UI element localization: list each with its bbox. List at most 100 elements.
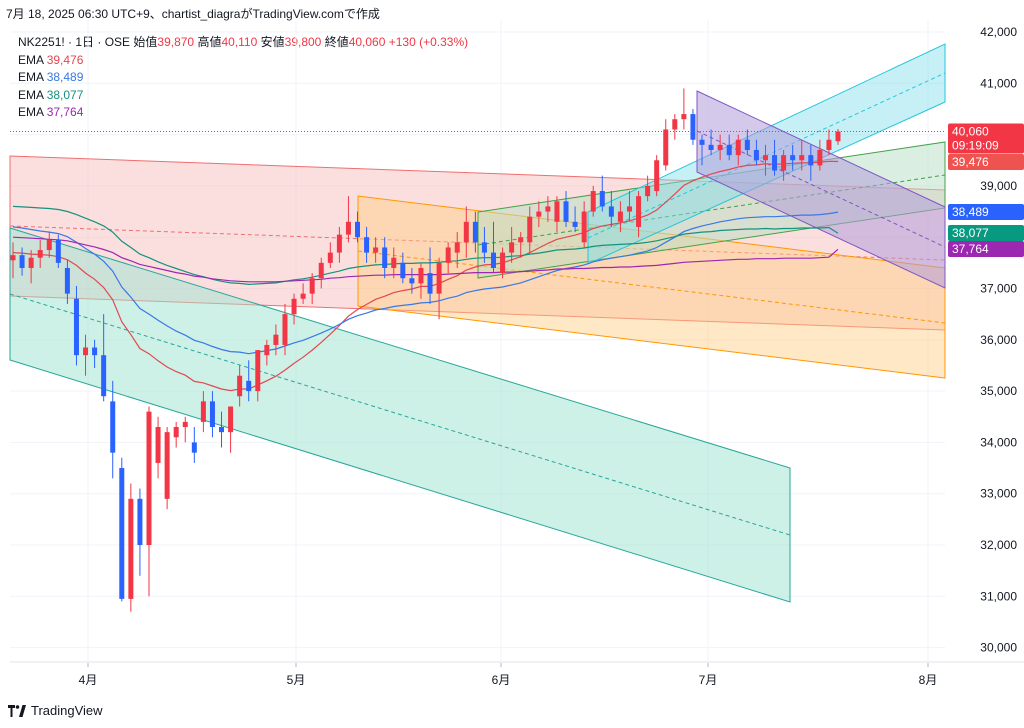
open-label: 始值 <box>133 35 158 49</box>
candle-body <box>772 155 778 171</box>
ema-value: 39,476 <box>46 52 84 67</box>
candle-body <box>73 298 79 356</box>
candle-body <box>536 211 542 217</box>
candle-body <box>744 139 750 150</box>
candle-body <box>490 252 496 268</box>
y-tick-label: 37,000 <box>980 282 1017 296</box>
ema-line <box>12 211 839 355</box>
ema-price-tag <box>948 225 1024 241</box>
ema-row: EMA 39,476 <box>18 52 468 70</box>
candle-body <box>191 442 197 453</box>
candle-body <box>137 498 143 545</box>
candle-body <box>92 347 98 356</box>
candle-body <box>119 468 125 599</box>
candle-body <box>373 247 379 253</box>
candle-body <box>563 201 569 222</box>
purple-channel <box>696 90 946 289</box>
candle-body <box>300 293 306 299</box>
ema-line <box>12 236 839 283</box>
candle-body <box>309 278 315 294</box>
candle-body <box>826 139 832 150</box>
time-axis[interactable]: 4月 5月 6月 7月 8月 <box>10 661 1024 687</box>
candle-body <box>554 201 560 222</box>
tradingview-footer: TradingView <box>8 703 103 718</box>
candle-body <box>237 375 243 397</box>
ema-label: EMA <box>18 87 44 102</box>
candle-body <box>173 427 179 438</box>
candle-body <box>355 221 361 238</box>
ema-line <box>12 160 839 392</box>
candle-body <box>481 242 487 253</box>
candle-body <box>699 139 705 145</box>
candle-body <box>219 427 225 433</box>
x-tick-label: 7月 <box>699 673 718 687</box>
candle-body <box>808 155 814 166</box>
x-tick-label: 6月 <box>492 673 511 687</box>
candle-body <box>391 257 397 268</box>
candle-body <box>318 262 324 279</box>
candle-body <box>345 221 351 235</box>
candle-body <box>790 155 796 161</box>
candle-body <box>735 139 741 156</box>
candle-body <box>708 144 714 150</box>
pink-channel-mid <box>9 225 946 261</box>
candle-body <box>255 350 261 392</box>
low-label: 安値 <box>260 35 285 49</box>
candle-body <box>110 401 116 453</box>
candle-body <box>246 380 252 392</box>
ema-value: 38,077 <box>46 87 84 102</box>
x-tick-label: 5月 <box>287 673 306 687</box>
candle-body <box>83 347 89 356</box>
trend-channels <box>9 43 946 603</box>
ema-price-label: 38,077 <box>952 226 989 240</box>
x-tick-label: 8月 <box>919 673 938 687</box>
y-tick-label: 32,000 <box>980 538 1017 552</box>
price-axis[interactable]: 42,00041,00040,00039,00038,00037,00036,0… <box>980 25 1017 655</box>
open-value: 39,870 <box>157 35 195 49</box>
candle-body <box>146 411 152 545</box>
ohlc-row: NK2251! · 1日 · OSE 始值39,870 高値40,110 安値3… <box>18 34 468 52</box>
ema-label: EMA <box>18 70 44 84</box>
candle-body <box>645 185 651 197</box>
candle-body <box>581 211 587 243</box>
candle-body <box>463 221 469 243</box>
ema-row: EMA 37,764 <box>18 104 468 122</box>
y-tick-label: 31,000 <box>980 589 1017 603</box>
ema-value: 38,489 <box>46 70 84 84</box>
candle-body <box>690 114 696 140</box>
y-tick-label: 41,000 <box>980 76 1017 90</box>
candle-body <box>617 211 623 222</box>
candle-body <box>590 191 596 212</box>
candle-body <box>155 427 161 463</box>
chart-legend: NK2251! · 1日 · OSE 始值39,870 高値40,110 安値3… <box>18 34 468 122</box>
candle-body <box>445 247 451 263</box>
candle-body <box>835 131 841 142</box>
candle-body <box>626 206 632 212</box>
candle-body <box>472 221 478 243</box>
candle-body <box>409 278 415 284</box>
candle-body <box>364 237 370 253</box>
candle-body <box>400 262 406 279</box>
candle-body <box>291 298 297 315</box>
candle-body <box>228 406 234 433</box>
candle-body <box>164 432 170 499</box>
symbol-label: NK2251! · 1日 · OSE <box>18 35 131 49</box>
candle-body <box>817 149 823 166</box>
candle-body <box>500 252 506 274</box>
candle-body <box>518 237 524 243</box>
ema-label: EMA <box>18 105 44 119</box>
y-tick-label: 30,000 <box>980 641 1017 655</box>
countdown-label: 09:19:09 <box>952 139 999 153</box>
change-value: +130 (+0.33%) <box>388 35 469 49</box>
high-label: 高値 <box>197 35 222 49</box>
ema-price-label: 37,764 <box>952 242 989 256</box>
y-tick-label: 33,000 <box>980 487 1017 501</box>
y-tick-label: 35,000 <box>980 384 1017 398</box>
candle-body <box>382 247 388 268</box>
ema-price-label: 38,489 <box>952 205 989 219</box>
ema-lines <box>12 160 839 392</box>
chart-caption: 7月 18, 2025 06:30 UTC+9、chartist_diagraが… <box>6 7 380 21</box>
candle-body <box>46 239 52 251</box>
candle-body <box>282 314 288 345</box>
